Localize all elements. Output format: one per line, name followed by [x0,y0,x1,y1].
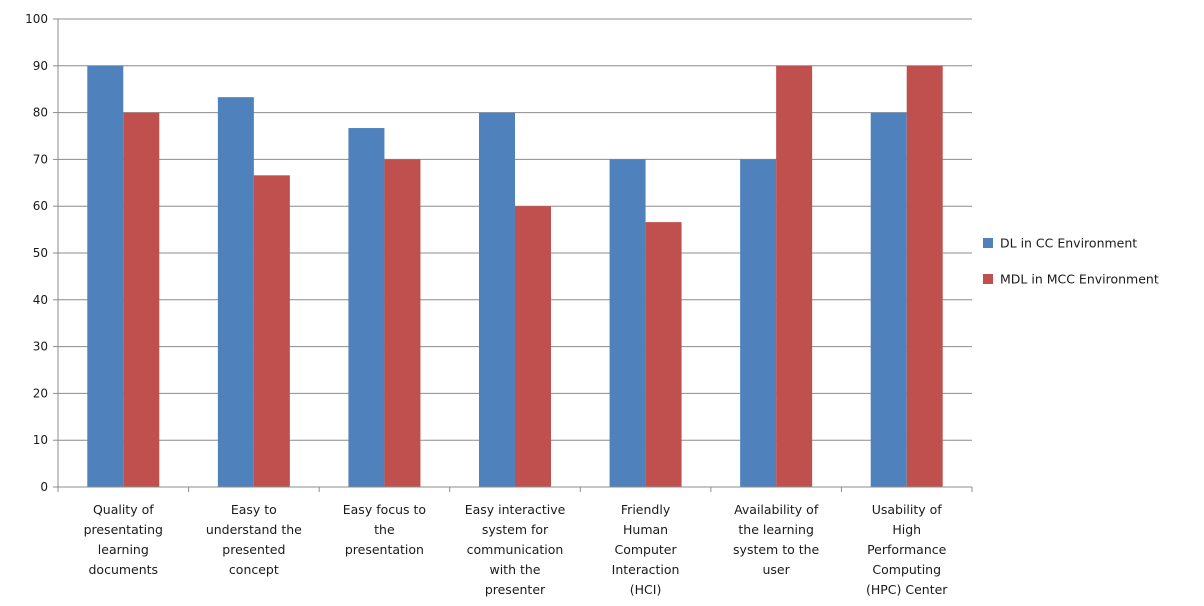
y-tick-label: 20 [33,386,48,400]
x-category-label: Easy to understand the presented concept [206,502,302,577]
legend-label-dl: DL in CC Environment [1000,236,1137,251]
y-tick-label: 30 [33,340,48,354]
bar-mdl-2 [384,159,421,487]
bar-mdl-6 [906,65,943,488]
bar-dl-4 [609,159,646,487]
y-tick-label: 40 [33,293,48,307]
bar-mdl-3 [515,206,551,487]
x-category-label: Easy focus to the presentation [343,502,426,557]
y-tick-label: 90 [33,59,48,73]
axes [57,19,973,492]
legend-label-mdl: MDL in MCC Environment [1000,272,1159,287]
bar-dl-0 [87,65,124,488]
bar-dl-5 [740,159,777,487]
bar-mdl-5 [776,65,813,488]
x-category-label: Usability of High Performance Computing (HPC… [866,502,948,597]
x-category-label: Quality of presentating learning documents [84,502,163,577]
y-tick-label: 10 [33,433,48,447]
legend-swatch-dl [983,238,993,248]
x-category-label: Friendly Human Computer Interaction (HCI) [612,502,680,597]
bar-mdl-4 [645,222,682,487]
y-tick-label: 70 [33,152,48,166]
bar-dl-2 [348,128,385,487]
x-category-label: Easy interactive system for communication w… [465,502,566,597]
y-tick-label: 0 [40,480,48,494]
y-tick-label: 50 [33,246,48,260]
y-axis-ticks: 0 10 20 30 40 50 60 70 80 90 100 [25,12,58,494]
x-axis-labels: Quality of presentating learning documents E… [84,502,949,597]
y-tick-label: 100 [25,12,48,26]
y-tick-label: 60 [33,199,48,213]
bar-mdl-0 [123,112,160,487]
x-category-label: Availability of the learning system to the… [733,502,820,577]
bar-dl-1 [217,97,254,487]
legend: DL in CC Environment MDL in MCC Environme… [983,236,1159,287]
bar-mdl-1 [253,175,290,487]
y-tick-label: 80 [33,106,48,120]
bar-dl-6 [870,112,907,487]
legend-swatch-mdl [983,274,993,284]
bar-dl-3 [479,112,515,487]
bars [87,65,943,488]
